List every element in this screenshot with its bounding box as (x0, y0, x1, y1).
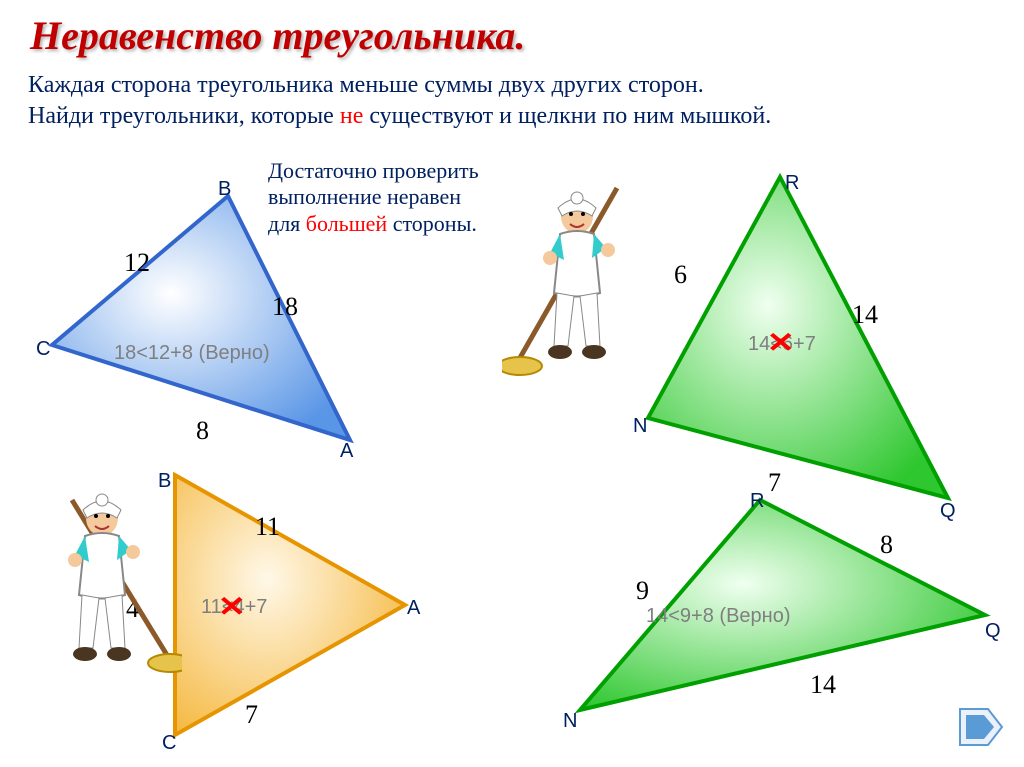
t1-vC: C (36, 338, 50, 361)
janitor-figure-2 (42, 480, 182, 640)
janitor-figure-1 (502, 178, 642, 338)
t1-vA: A (340, 440, 353, 463)
t2-vN: N (633, 415, 647, 438)
triangle-1[interactable] (52, 196, 350, 440)
t4-vQ: Q (985, 620, 1001, 643)
t4-inequality: 14<9+8 (Верно) (646, 605, 790, 628)
t2-cross-icon: ✕ (767, 326, 795, 360)
t1-side-18: 18 (272, 292, 298, 322)
t2-vQ: Q (940, 500, 956, 523)
t3-vA: A (407, 597, 420, 620)
t2-side-6: 6 (674, 260, 687, 290)
t1-vB: B (218, 178, 231, 201)
t2-side-7: 7 (768, 468, 781, 498)
t3-side-7: 7 (245, 700, 258, 730)
t4-side-8: 8 (880, 530, 893, 560)
t4-vN: N (563, 710, 577, 733)
t1-inequality: 18<12+8 (Верно) (114, 342, 270, 365)
t1-side-8: 8 (196, 416, 209, 446)
t4-vR: R (750, 490, 764, 513)
t4-side-14: 14 (810, 670, 836, 700)
t3-cross-icon: ✕ (218, 590, 246, 624)
t3-side-11: 11 (255, 512, 280, 542)
t2-side-14: 14 (852, 300, 878, 330)
next-button[interactable] (956, 705, 1006, 749)
t3-vC: C (162, 732, 176, 755)
t4-side-9: 9 (636, 576, 649, 606)
t2-vR: R (785, 172, 799, 195)
t1-side-12: 12 (124, 248, 150, 278)
